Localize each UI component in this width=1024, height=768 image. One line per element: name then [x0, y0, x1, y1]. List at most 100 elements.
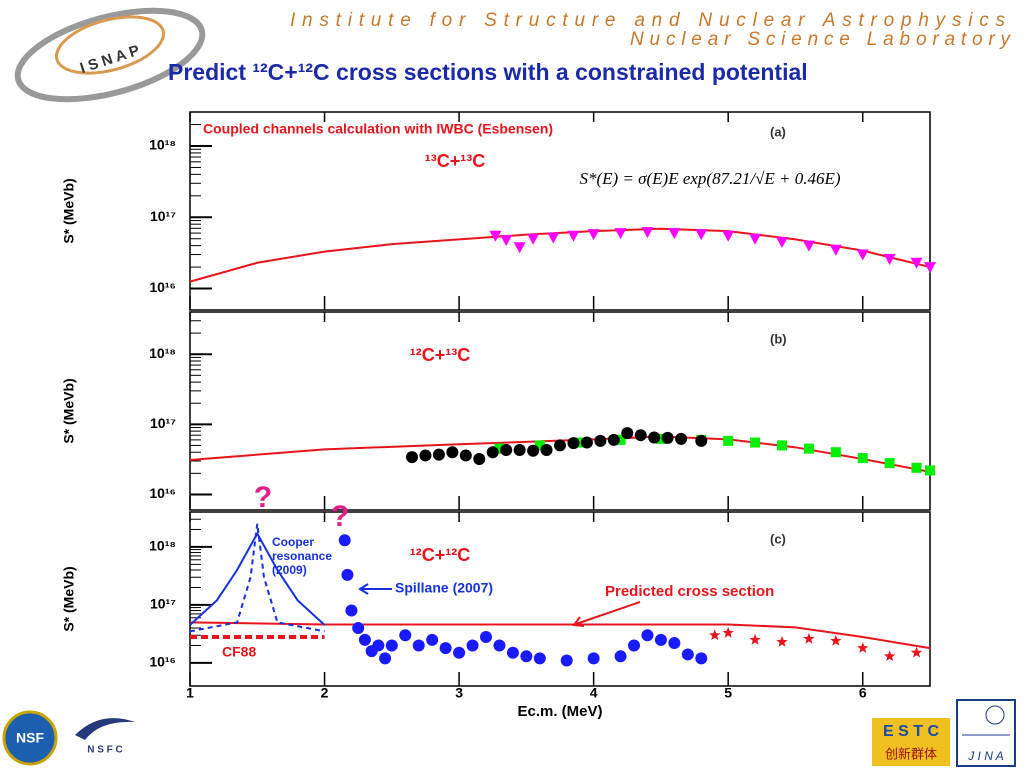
jina-logo: J I N A: [956, 699, 1016, 767]
data-point: [547, 232, 560, 244]
data-point: [655, 433, 666, 444]
series-line: [189, 523, 325, 633]
data-point: [358, 633, 371, 646]
data-point: [459, 449, 472, 462]
data-point: [540, 444, 553, 457]
data-point: [493, 639, 506, 652]
data-point: [554, 439, 566, 452]
data-point: [910, 646, 923, 658]
data-point: [776, 635, 788, 647]
data-point: [830, 447, 841, 458]
data-point: [587, 229, 600, 241]
data-point: [695, 229, 708, 241]
data-point: [587, 652, 600, 665]
y-axis-label: S* (MeVb): [61, 178, 77, 243]
y-tick-label: 10¹⁶: [149, 654, 176, 670]
data-point: [856, 249, 869, 261]
annotation: (b): [770, 331, 787, 346]
lab: Nuclear Science Laboratory: [630, 29, 1012, 50]
data-point: [641, 629, 654, 642]
nsf-text: NSF: [16, 730, 44, 746]
data-point: [776, 236, 788, 248]
y-tick-label: 10¹⁸: [149, 538, 176, 554]
data-point: [513, 444, 526, 457]
data-point: [419, 449, 432, 462]
arrow: [358, 583, 392, 595]
plot-frame: [189, 311, 931, 511]
data-point: [352, 622, 365, 634]
data-point: [446, 446, 459, 459]
data-point: [675, 432, 688, 445]
x-axis-label: Ec.m. (MeV): [517, 703, 602, 720]
y-tick-label: 10¹⁶: [149, 279, 176, 295]
data-point: [911, 462, 922, 473]
estc-caption: 创新群体: [885, 746, 937, 761]
annotation: ¹²C+¹³C: [410, 345, 471, 365]
estc-logo: E S T C 创新群体: [872, 718, 950, 766]
data-point: [628, 639, 640, 652]
annotation: (2009): [272, 563, 307, 577]
data-point: [567, 437, 580, 450]
data-point: [533, 652, 546, 665]
data-point: [709, 629, 721, 641]
annotation: ¹²C+¹²C: [410, 545, 471, 565]
series-line: [189, 531, 326, 626]
estc-text: E S T C: [883, 723, 939, 740]
x-tick-label: 2: [321, 685, 329, 701]
data-point: [473, 453, 486, 466]
y-tick-label: 10¹⁷: [150, 596, 176, 612]
arrow: [572, 601, 641, 627]
data-point: [520, 650, 533, 663]
data-point: [567, 230, 580, 242]
data-point: [426, 633, 439, 646]
data-point: [527, 444, 540, 457]
annotation: ?: [331, 500, 349, 533]
nsfc-text: N S F C: [87, 745, 123, 756]
data-point: [494, 443, 505, 454]
data-point: [580, 436, 593, 449]
data-point: [681, 648, 694, 661]
annotation: ¹³C+¹³C: [425, 151, 486, 171]
x-tick-label: 4: [590, 685, 598, 701]
data-point: [614, 228, 627, 240]
data-point: [884, 458, 895, 469]
plots: 10¹⁶ 10¹⁷ 10¹⁸ S* (MeVb) Coupled channels ca…: [61, 111, 936, 720]
data-point: [432, 448, 445, 461]
data-point: [500, 444, 513, 457]
data-point: [385, 639, 398, 652]
data-point: [406, 451, 418, 464]
annotation: ?: [254, 481, 272, 514]
x-tick-label: 5: [724, 685, 732, 701]
data-point: [750, 437, 761, 448]
y-tick-label: 10¹⁷: [150, 415, 176, 431]
series-line: [189, 227, 931, 283]
x-tick-label: 1: [186, 685, 194, 701]
data-point: [722, 230, 735, 242]
annotation: Coupled channels calculation with IWBC (…: [203, 121, 553, 137]
data-point: [607, 433, 620, 446]
data-point: [661, 431, 674, 444]
data-point: [695, 652, 708, 665]
data-point: [925, 465, 935, 476]
data-point: [883, 650, 896, 662]
data-point: [749, 233, 762, 245]
y-tick-label: 10¹⁸: [149, 137, 176, 153]
x-tick-label: 6: [859, 685, 867, 701]
data-point: [621, 427, 634, 440]
annotation: Spillane (2007): [395, 580, 493, 596]
data-point: [341, 568, 354, 581]
data-point: [803, 632, 815, 644]
data-point: [399, 629, 412, 642]
nsf-logo: NSF: [2, 710, 58, 766]
data-point: [857, 642, 869, 653]
data-point: [648, 431, 661, 444]
nsfc-logo: N S F C: [75, 718, 135, 756]
data-point: [513, 242, 526, 254]
data-point: [453, 646, 466, 659]
data-point: [506, 646, 519, 659]
data-point: [749, 633, 761, 645]
y-axis-label: S* (MeVb): [61, 378, 77, 443]
annotation: S*(E) = σ(E)E exp(87.21/√E + 0.46E): [579, 169, 840, 188]
annotation: resonance: [272, 549, 332, 563]
slide-title: Predict ¹²C+¹²C cross sections with a co…: [168, 59, 808, 85]
